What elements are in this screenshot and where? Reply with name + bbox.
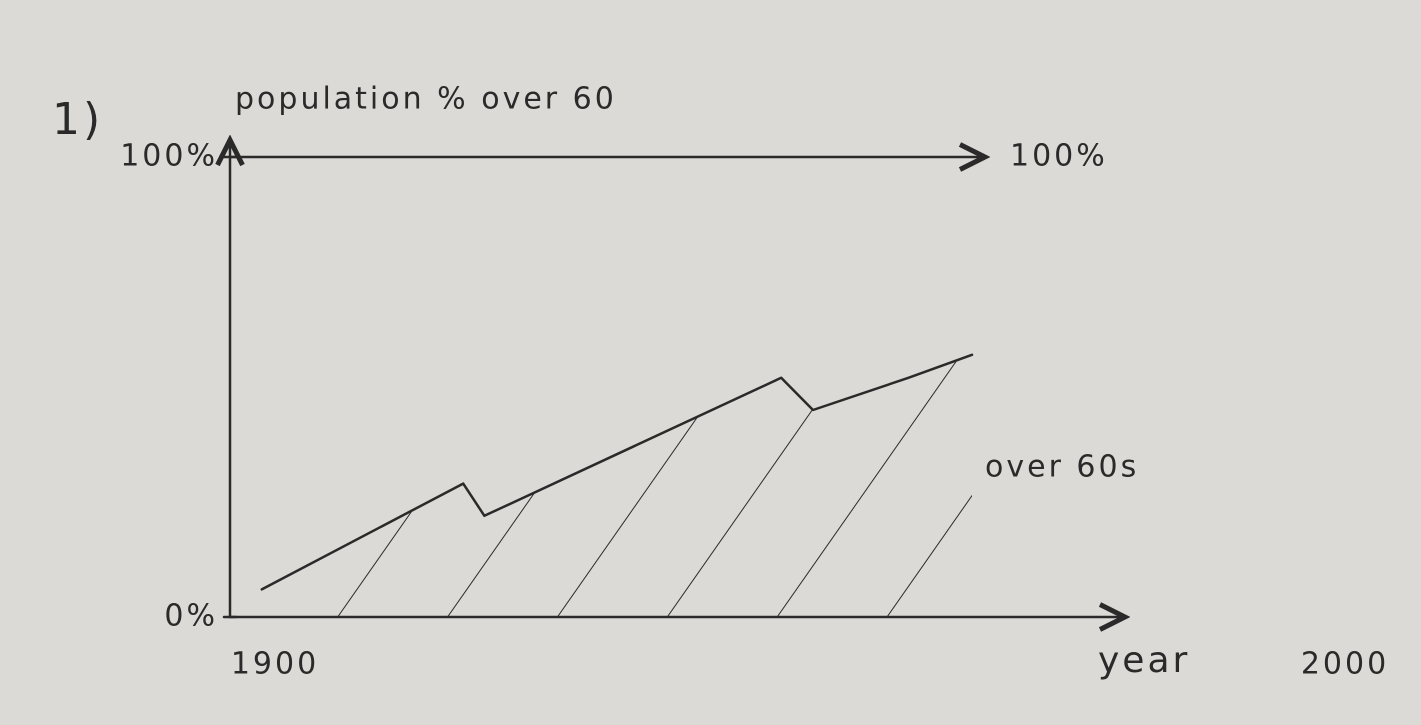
series-line	[260, 353, 974, 591]
y-tick-label: 0%	[164, 599, 218, 634]
series-label: over 60s	[985, 450, 1139, 485]
chart-number: 1)	[52, 94, 103, 145]
reference-label: 100%	[1010, 139, 1108, 174]
y-axis-label: population % over 60	[235, 82, 617, 117]
y-tick-label: 100%	[120, 139, 218, 174]
x-axis-label: year	[1098, 640, 1190, 681]
x-tick-label: 2000	[1301, 647, 1389, 682]
x-tick-label: 1900	[231, 647, 319, 682]
area-hatch	[261, 354, 972, 617]
